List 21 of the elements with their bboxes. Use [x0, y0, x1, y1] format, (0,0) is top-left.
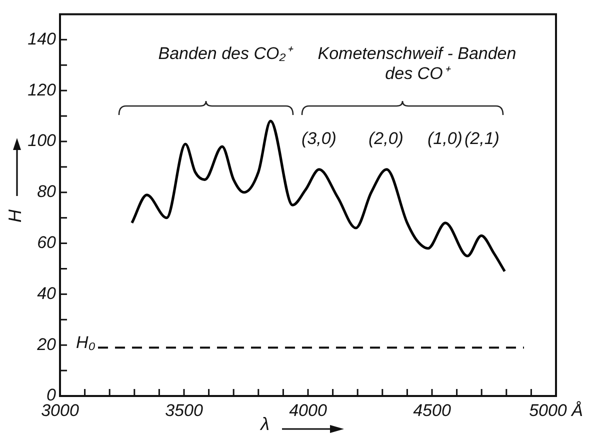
- annotation: (2,1): [464, 129, 500, 148]
- annotation: (3,0): [302, 129, 336, 148]
- y-tick-label: 120: [28, 80, 57, 100]
- annotation: (2,0): [368, 129, 404, 148]
- x-tick-label: 4500: [413, 400, 452, 420]
- y-tick-label: 60: [37, 233, 57, 252]
- y-tick-label: 140: [28, 29, 57, 48]
- y-tick-label: 20: [36, 334, 57, 354]
- x-tick-label: 3500: [165, 400, 204, 420]
- x-axis-title: λ: [259, 414, 270, 434]
- y-axis-title: H: [5, 208, 25, 224]
- y-tick-label: 40: [37, 284, 57, 303]
- annotation: Banden des CO₂⁺: [158, 44, 292, 63]
- x-tick-label: 5000 Å: [529, 400, 583, 420]
- annotation: Kometenschweif - Banden des CO⁺: [318, 44, 516, 83]
- x-tick-label: 4000: [289, 400, 328, 420]
- y-tick-label: 100: [28, 131, 57, 150]
- annotation: (1,0): [428, 129, 462, 148]
- ref-line-label: H₀: [76, 332, 96, 352]
- line-series: [130, 120, 506, 273]
- y-tick-label: 80: [37, 182, 57, 202]
